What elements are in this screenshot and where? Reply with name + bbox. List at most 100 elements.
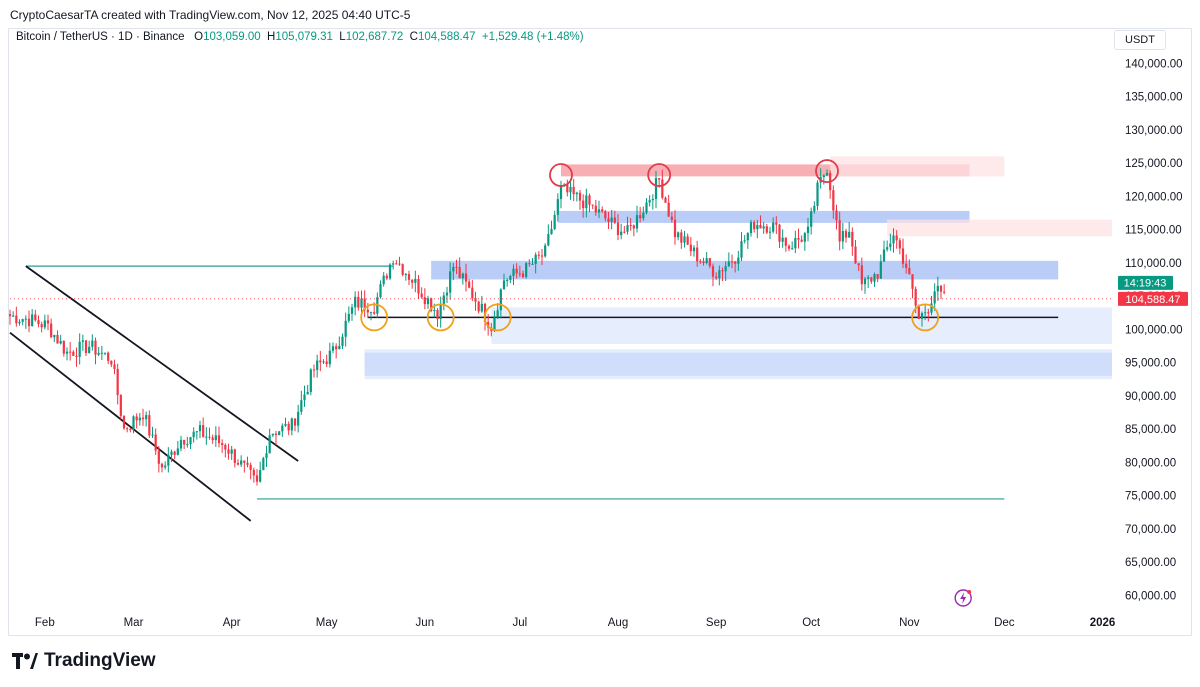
candle (388, 263, 392, 281)
channel-upper-line[interactable] (25, 265, 299, 462)
candle (138, 413, 141, 426)
channel-lower-line[interactable] (9, 331, 252, 522)
candle (689, 236, 692, 257)
candle (148, 410, 151, 438)
bottom-marker[interactable] (911, 303, 940, 332)
candle (34, 309, 37, 322)
y-tick-label: 130,000.00 (1125, 125, 1183, 137)
candle (69, 342, 72, 361)
candle (379, 280, 382, 299)
candle (620, 223, 623, 240)
candle (271, 433, 274, 438)
candle (300, 390, 303, 415)
candle (452, 262, 455, 281)
candle (259, 461, 262, 483)
candle (911, 273, 914, 299)
candle (797, 228, 800, 249)
supply-faded-zone[interactable] (887, 219, 1112, 237)
x-tick-label: Apr (223, 617, 241, 629)
candle (297, 404, 300, 433)
candle (230, 446, 233, 461)
candle (328, 342, 331, 368)
candle (613, 210, 616, 225)
candle (683, 230, 686, 248)
candle (943, 284, 946, 295)
brand-name: TradingView (44, 650, 156, 671)
candle (398, 256, 401, 266)
candle (927, 308, 930, 322)
bottom-marker[interactable] (483, 303, 512, 332)
candle (882, 240, 886, 262)
demand-zone[interactable] (557, 210, 970, 223)
top-marker[interactable] (647, 163, 672, 187)
candle (449, 262, 452, 300)
candle (461, 272, 464, 285)
candle (56, 330, 59, 344)
candle (702, 257, 705, 266)
supply-zone[interactable] (561, 164, 970, 177)
candle (544, 243, 547, 258)
candle (645, 198, 648, 215)
lightning-icon[interactable] (954, 589, 972, 607)
candle (319, 350, 322, 372)
candle (262, 456, 265, 471)
x-tick-label: Mar (124, 617, 144, 629)
candle (240, 455, 243, 467)
candle (236, 459, 240, 466)
bottom-marker[interactable] (426, 303, 455, 332)
candle (626, 216, 629, 235)
tradingview-logo[interactable]: TradingView (12, 650, 156, 672)
supply-faded-zone[interactable] (830, 156, 1005, 177)
candle (898, 237, 901, 255)
candle (407, 270, 411, 285)
candle (464, 263, 468, 292)
candle (132, 415, 135, 434)
candle (566, 179, 569, 197)
candle (135, 413, 138, 429)
x-tick-label: Feb (35, 617, 55, 629)
candle (610, 209, 613, 230)
price-axis[interactable]: 140,000.00 135,000.00 130,000.00 125,000.00… (1125, 58, 1183, 602)
candle (423, 288, 426, 310)
y-tick-label: 70,000.00 (1125, 524, 1176, 536)
demand-faded-zone[interactable] (364, 349, 1113, 380)
candle (157, 446, 160, 473)
candle (759, 215, 762, 229)
candle (791, 241, 794, 250)
candle (924, 304, 927, 321)
x-tick-label: Oct (802, 617, 821, 629)
candle (53, 334, 56, 343)
candle (686, 233, 689, 246)
top-marker[interactable] (549, 163, 573, 187)
candle (746, 232, 749, 249)
svg-text:104,588.47: 104,588.47 (1125, 294, 1180, 306)
candle (208, 427, 211, 440)
candle (860, 257, 863, 291)
symbol-title[interactable]: Bitcoin / TetherUS · 1D · Binance (16, 31, 185, 43)
candle (629, 218, 632, 231)
y-tick-label: 80,000.00 (1125, 457, 1176, 469)
time-axis[interactable]: Feb Mar Apr May Jun Jul Aug Sep Oct Nov Dec 2026 (35, 617, 1115, 629)
demand-zone[interactable] (431, 260, 1059, 280)
candle (338, 336, 341, 350)
candle (692, 245, 696, 257)
last-price-tag: 104,588.47 (1118, 291, 1188, 306)
candle (749, 219, 753, 237)
candle (50, 318, 53, 339)
candle (572, 178, 575, 202)
candle (103, 352, 107, 356)
close-value: 104,588.47 (417, 31, 476, 43)
candle (24, 315, 27, 329)
currency-button[interactable]: USDT (1114, 30, 1166, 50)
demand-faded-zone[interactable] (491, 307, 1112, 344)
bottom-marker[interactable] (360, 303, 389, 332)
candle (43, 314, 46, 330)
candle (471, 279, 474, 302)
top-marker[interactable] (815, 159, 839, 183)
candle (876, 273, 879, 283)
candle (547, 224, 550, 247)
candle (822, 174, 825, 185)
candle (591, 204, 594, 210)
candle (420, 287, 423, 299)
